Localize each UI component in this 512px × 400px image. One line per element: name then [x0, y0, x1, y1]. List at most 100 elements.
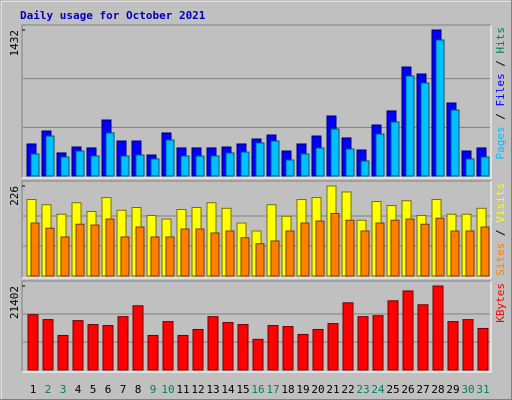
x-tick-label: 16 [251, 383, 264, 396]
legend: KBytes [494, 283, 507, 323]
bar [102, 325, 114, 371]
bar [300, 153, 310, 177]
bar [480, 156, 490, 177]
x-tick-label: 26 [401, 383, 414, 396]
bar [450, 230, 460, 277]
bar [210, 232, 220, 277]
plot-edge [21, 24, 491, 178]
x-tick-label: 6 [105, 383, 112, 396]
x-tick-label: 8 [135, 383, 142, 396]
bar [75, 223, 85, 277]
legend-entry: Visits [494, 183, 507, 223]
bar [180, 228, 190, 277]
x-tick-label: 3 [60, 383, 67, 396]
x-tick-label: 30 [461, 383, 474, 396]
bar [87, 324, 99, 371]
bar [195, 228, 205, 277]
bar [162, 321, 174, 371]
bar [435, 39, 445, 177]
x-tick-label: 29 [446, 383, 459, 396]
bar [435, 217, 445, 277]
x-tick-label: 23 [356, 383, 369, 396]
bar [255, 243, 265, 277]
bar [222, 322, 234, 371]
bar [270, 140, 280, 177]
bar [465, 158, 475, 177]
bar [252, 338, 264, 371]
legend-separator: / [494, 107, 507, 127]
bar [180, 155, 190, 177]
legend-entry: Sites [494, 243, 507, 276]
bar [240, 151, 250, 177]
bar [342, 302, 354, 371]
bar [192, 328, 204, 371]
bar [405, 75, 415, 177]
x-tick-label: 14 [221, 383, 235, 396]
x-tick-label: 2 [45, 383, 52, 396]
bar [360, 230, 370, 277]
bar [447, 321, 459, 371]
bar [42, 319, 54, 371]
bar [285, 230, 295, 277]
bar [120, 155, 130, 177]
bar [480, 226, 490, 277]
plot-edge [21, 180, 491, 278]
bar [120, 236, 130, 277]
bar [345, 219, 355, 277]
chart-title: Daily usage for October 2021 [20, 9, 206, 22]
bar [255, 142, 265, 177]
bar [60, 156, 70, 177]
bar [327, 323, 339, 371]
bar [150, 236, 160, 277]
bar [30, 153, 40, 177]
legend-entry: KBytes [494, 283, 507, 323]
x-tick-label: 31 [476, 383, 489, 396]
bar [240, 237, 250, 277]
x-tick-label: 25 [386, 383, 399, 396]
bar [465, 230, 475, 277]
legend-entry: Files [494, 73, 507, 106]
x-tick-label: 11 [176, 383, 189, 396]
x-tick-label: 19 [296, 383, 309, 396]
x-tick-label: 9 [150, 383, 157, 396]
x-tick-label: 20 [311, 383, 324, 396]
bar [90, 224, 100, 277]
x-tick-label: 27 [416, 383, 429, 396]
bar [402, 290, 414, 371]
x-tick-label: 1 [30, 383, 37, 396]
bar [375, 222, 385, 277]
x-tick-label: 28 [431, 383, 444, 396]
x-tick-label: 22 [341, 383, 354, 396]
bar [417, 304, 429, 371]
bar [360, 160, 370, 177]
bar [372, 315, 384, 371]
bar [207, 316, 219, 371]
bar [405, 218, 415, 277]
bar [387, 300, 399, 371]
bar [330, 128, 340, 177]
bar [312, 328, 324, 371]
bar [30, 222, 40, 277]
x-tick-label: 24 [371, 383, 385, 396]
bar [270, 240, 280, 277]
bar [225, 152, 235, 177]
legend-entry: Pages [494, 126, 507, 159]
y-tick-label: 226 [8, 186, 21, 206]
bar [105, 218, 115, 277]
bar [135, 226, 145, 277]
bar [390, 219, 400, 277]
bar [315, 220, 325, 277]
bar [45, 227, 55, 277]
bar [390, 121, 400, 177]
plot-edge [22, 181, 492, 279]
bar [165, 139, 175, 177]
y-tick-label: 21402 [8, 286, 21, 319]
bar [477, 327, 489, 371]
bar [210, 155, 220, 177]
x-tick-label: 10 [161, 383, 174, 396]
bar [330, 212, 340, 277]
bar [267, 325, 279, 371]
bar [357, 316, 369, 371]
